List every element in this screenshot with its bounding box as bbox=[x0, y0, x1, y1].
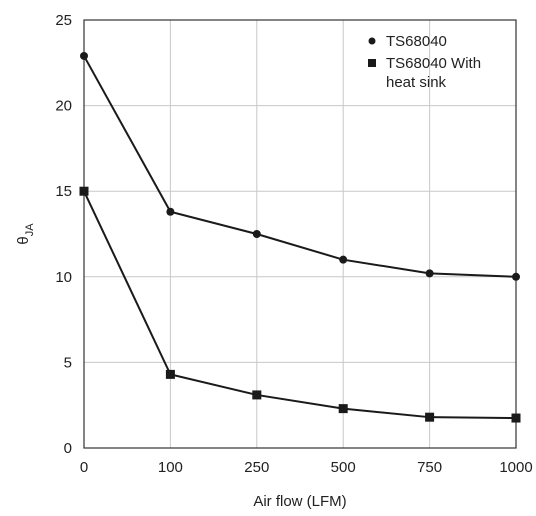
data-point-circle bbox=[166, 207, 175, 216]
data-point-circle bbox=[80, 51, 88, 60]
legend: TS68040 TS68040 With heat sink bbox=[368, 33, 481, 91]
y-axis-label: θJA bbox=[15, 223, 36, 245]
y-tick-label: 25 bbox=[55, 12, 72, 29]
x-tick-label: 500 bbox=[331, 459, 356, 476]
y-axis-label-main: θ bbox=[15, 236, 32, 244]
y-axis-label-sub: JA bbox=[24, 223, 36, 237]
legend-marker-square bbox=[368, 59, 376, 67]
y-tick-label: 5 bbox=[64, 354, 72, 371]
y-tick-labels: 0 5 10 15 20 25 bbox=[55, 12, 72, 457]
x-tick-label: 100 bbox=[158, 459, 183, 476]
y-tick-label: 0 bbox=[64, 440, 72, 457]
legend-entry-text: TS68040 bbox=[386, 33, 447, 50]
legend-entry-text: TS68040 With bbox=[386, 55, 481, 72]
legend-entry-text: heat sink bbox=[386, 74, 447, 91]
y-tick-label: 15 bbox=[55, 183, 72, 200]
x-tick-label: 750 bbox=[417, 459, 442, 476]
x-tick-label: 250 bbox=[244, 459, 269, 476]
x-tick-label: 1000 bbox=[499, 459, 532, 476]
data-point-square bbox=[338, 404, 348, 414]
data-point-circle bbox=[252, 230, 261, 238]
x-tick-labels: 0 100 250 500 750 1000 bbox=[80, 459, 533, 476]
legend-marker-circle bbox=[368, 37, 376, 45]
y-tick-label: 10 bbox=[55, 269, 72, 286]
data-point-circle bbox=[339, 255, 348, 264]
x-tick-label: 0 bbox=[80, 459, 88, 476]
data-point-circle bbox=[512, 272, 520, 281]
data-point-circle bbox=[425, 269, 434, 278]
data-point-square bbox=[165, 369, 175, 379]
y-tick-label: 20 bbox=[55, 98, 72, 115]
x-axis-label: Air flow (LFM) bbox=[253, 493, 346, 510]
series-line-1 bbox=[83, 190, 517, 420]
series-line-0 bbox=[83, 55, 517, 278]
data-point-square bbox=[425, 412, 435, 422]
data-point-square bbox=[511, 413, 521, 423]
plot-frame bbox=[83, 19, 517, 449]
data-point-square bbox=[79, 186, 89, 196]
series-layer bbox=[79, 51, 521, 423]
data-point-square bbox=[252, 390, 262, 400]
grid-lines bbox=[84, 20, 516, 448]
